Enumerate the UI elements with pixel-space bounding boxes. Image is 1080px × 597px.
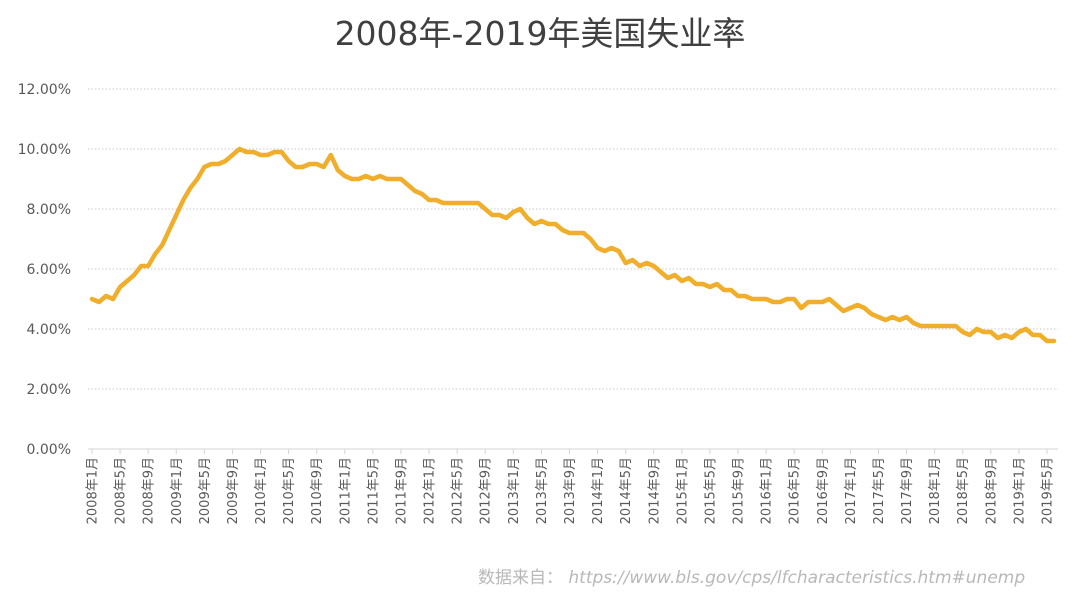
y-tick-label: 4.00%: [27, 322, 71, 338]
x-tick-label: 2019年5月: [1040, 457, 1055, 524]
x-tick-label: 2008年9月: [142, 457, 157, 524]
x-tick-label: 2012年1月: [423, 457, 438, 524]
source-note: 数据来自： https://www.bls.gov/cps/lfcharacte…: [478, 563, 1025, 588]
x-tick-label: 2015年1月: [675, 457, 690, 524]
y-axis-ticks: 0.00% 2.00% 4.00% 6.00% 8.00% 10.00% 12.00%: [18, 82, 71, 458]
x-tick-label: 2009年9月: [226, 457, 241, 524]
y-tick-label: 6.00%: [27, 262, 71, 278]
source-url: https://www.bls.gov/cps/lfcharacteristic…: [568, 568, 1026, 588]
x-tick-label: 2013年9月: [563, 457, 578, 524]
x-tick-label: 2019年1月: [1012, 457, 1027, 524]
x-tick-label: 2013年1月: [507, 457, 522, 524]
gridlines: [88, 88, 1058, 390]
x-tick-label: 2010年9月: [310, 457, 325, 524]
x-tick-label: 2011年1月: [338, 457, 353, 524]
x-tick-label: 2010年1月: [254, 457, 269, 524]
x-tick-label: 2013年5月: [535, 457, 550, 524]
x-tick-label: 2018年9月: [984, 457, 999, 524]
y-tick-label: 12.00%: [18, 82, 71, 98]
x-tick-label: 2011年9月: [394, 457, 409, 524]
x-tick-label: 2018年5月: [956, 457, 971, 524]
x-tick-label: 2015年9月: [732, 457, 747, 524]
x-tick-label: 2010年5月: [282, 457, 297, 524]
unemployment-rate-line: [89, 146, 1057, 344]
x-tick-label: 2012年5月: [451, 457, 466, 524]
x-tick-label: 2011年5月: [366, 457, 381, 524]
chart-title: 2008年-2019年美国失业率: [335, 14, 746, 53]
y-tick-label: 10.00%: [18, 142, 71, 158]
x-tick-label: 2016年9月: [816, 457, 831, 524]
x-tick-label: 2014年5月: [619, 457, 634, 524]
y-tick-label: 0.00%: [27, 442, 71, 458]
x-tick-label: 2017年9月: [900, 457, 915, 524]
x-tick-label: 2014年1月: [591, 457, 606, 524]
x-tick-label: 2009年5月: [198, 457, 213, 524]
x-tick-label: 2012年9月: [479, 457, 494, 524]
x-tick-label: 2009年1月: [170, 457, 185, 524]
x-tick-label: 2017年5月: [872, 457, 887, 524]
y-tick-label: 2.00%: [27, 382, 71, 398]
x-tick-label: 2016年1月: [760, 457, 775, 524]
y-tick-label: 8.00%: [27, 202, 71, 218]
source-label: 数据来自：: [478, 568, 563, 588]
x-tick-label: 2016年5月: [788, 457, 803, 524]
x-tick-label: 2015年5月: [703, 457, 718, 524]
x-tick-label: 2018年1月: [928, 457, 943, 524]
x-tick-label: 2017年1月: [844, 457, 859, 524]
x-tick-label: 2008年1月: [86, 457, 101, 524]
x-tick-label: 2014年9月: [647, 457, 662, 524]
x-tick-label: 2008年5月: [114, 457, 129, 524]
x-axis-ticks: 2008年1月 2008年5月 2008年9月 2009年1月 2009年5月 2009年…: [86, 449, 1055, 524]
